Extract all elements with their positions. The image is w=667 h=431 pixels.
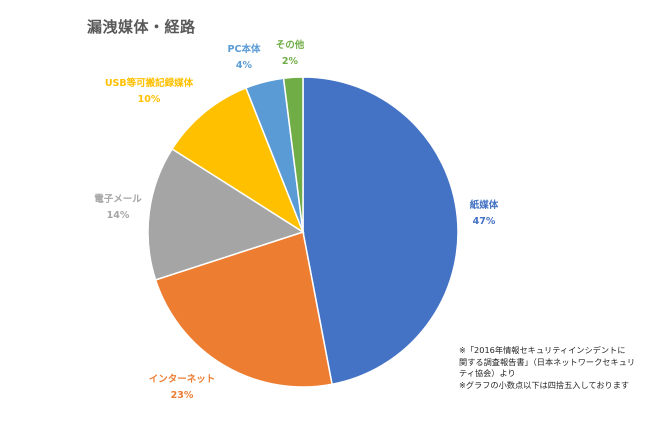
slice-percent-label: 10% [138, 94, 161, 105]
source-note-line: 関する調査報告書」（日本ネットワークセキュリ [459, 356, 636, 367]
source-note-line: ※「2016年情報セキュリティインシデントに [459, 345, 626, 355]
slice-percent-label: 14% [107, 210, 130, 221]
pie-slice [171, 86, 305, 234]
slice-label: 電子メール [94, 193, 142, 205]
source-note-line: ティ協会）より [459, 368, 516, 378]
slice-label: USB等可搬記録媒体 [105, 77, 194, 89]
slice-label: その他 [276, 39, 305, 51]
slice-label: PC本体 [228, 43, 261, 55]
pie-slice [282, 76, 304, 233]
chart-title: 漏洩媒体・経路 [87, 18, 196, 36]
slice-label: インターネット [149, 373, 216, 385]
pie-slice [147, 147, 305, 281]
slice-percent-label: 4% [236, 60, 253, 71]
slice-percent-label: 23% [171, 390, 194, 401]
slice-label: 紙媒体 [470, 199, 499, 211]
pie-slice [302, 76, 459, 386]
rounding-note-line: ※グラフの小数点以下は四捨五入しております [459, 379, 630, 390]
pie-slice [154, 231, 333, 388]
slice-percent-label: 47% [473, 216, 496, 227]
source-note: ※「2016年情報セキュリティインシデントに 関する調査報告書」（日本ネットワー… [459, 345, 659, 391]
slice-percent-label: 2% [282, 56, 299, 67]
